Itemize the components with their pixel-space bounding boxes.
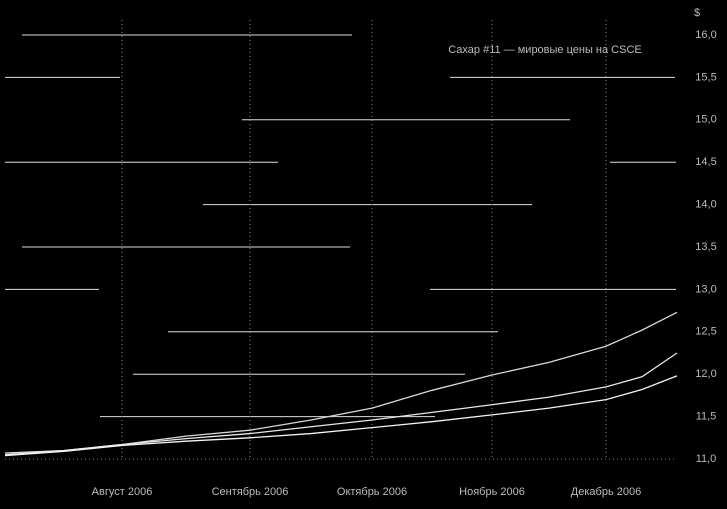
x-tick-label: Сентябрь 2006 (212, 486, 289, 498)
y-tick-label: 12,5 (695, 326, 716, 338)
line (4, 375, 678, 457)
y-tick-label: 15,0 (695, 114, 716, 126)
y-axis-label: $ (694, 7, 700, 19)
x-tick-label: Октябрь 2006 (337, 486, 407, 498)
x-tick-label: Август 2006 (92, 486, 153, 498)
y-tick-label: 15,5 (695, 71, 716, 83)
x-tick-label: Ноябрь 2006 (459, 486, 525, 498)
y-tick-label: 13,5 (695, 241, 716, 253)
y-tick-label: 11,0 (696, 453, 717, 465)
y-tick-label: 12,0 (695, 368, 716, 380)
x-tick-label: Декабрь 2006 (571, 486, 641, 498)
y-tick-label: 14,0 (695, 199, 716, 211)
y-tick-label: 13,0 (695, 283, 716, 295)
y-tick-label: 11,5 (696, 411, 717, 423)
y-tick-label: 14,5 (695, 156, 716, 168)
y-tick-label: 16,0 (695, 29, 716, 41)
chart-title: Сахар #11 — мировые цены на CSCE (448, 44, 642, 56)
line (4, 352, 678, 456)
